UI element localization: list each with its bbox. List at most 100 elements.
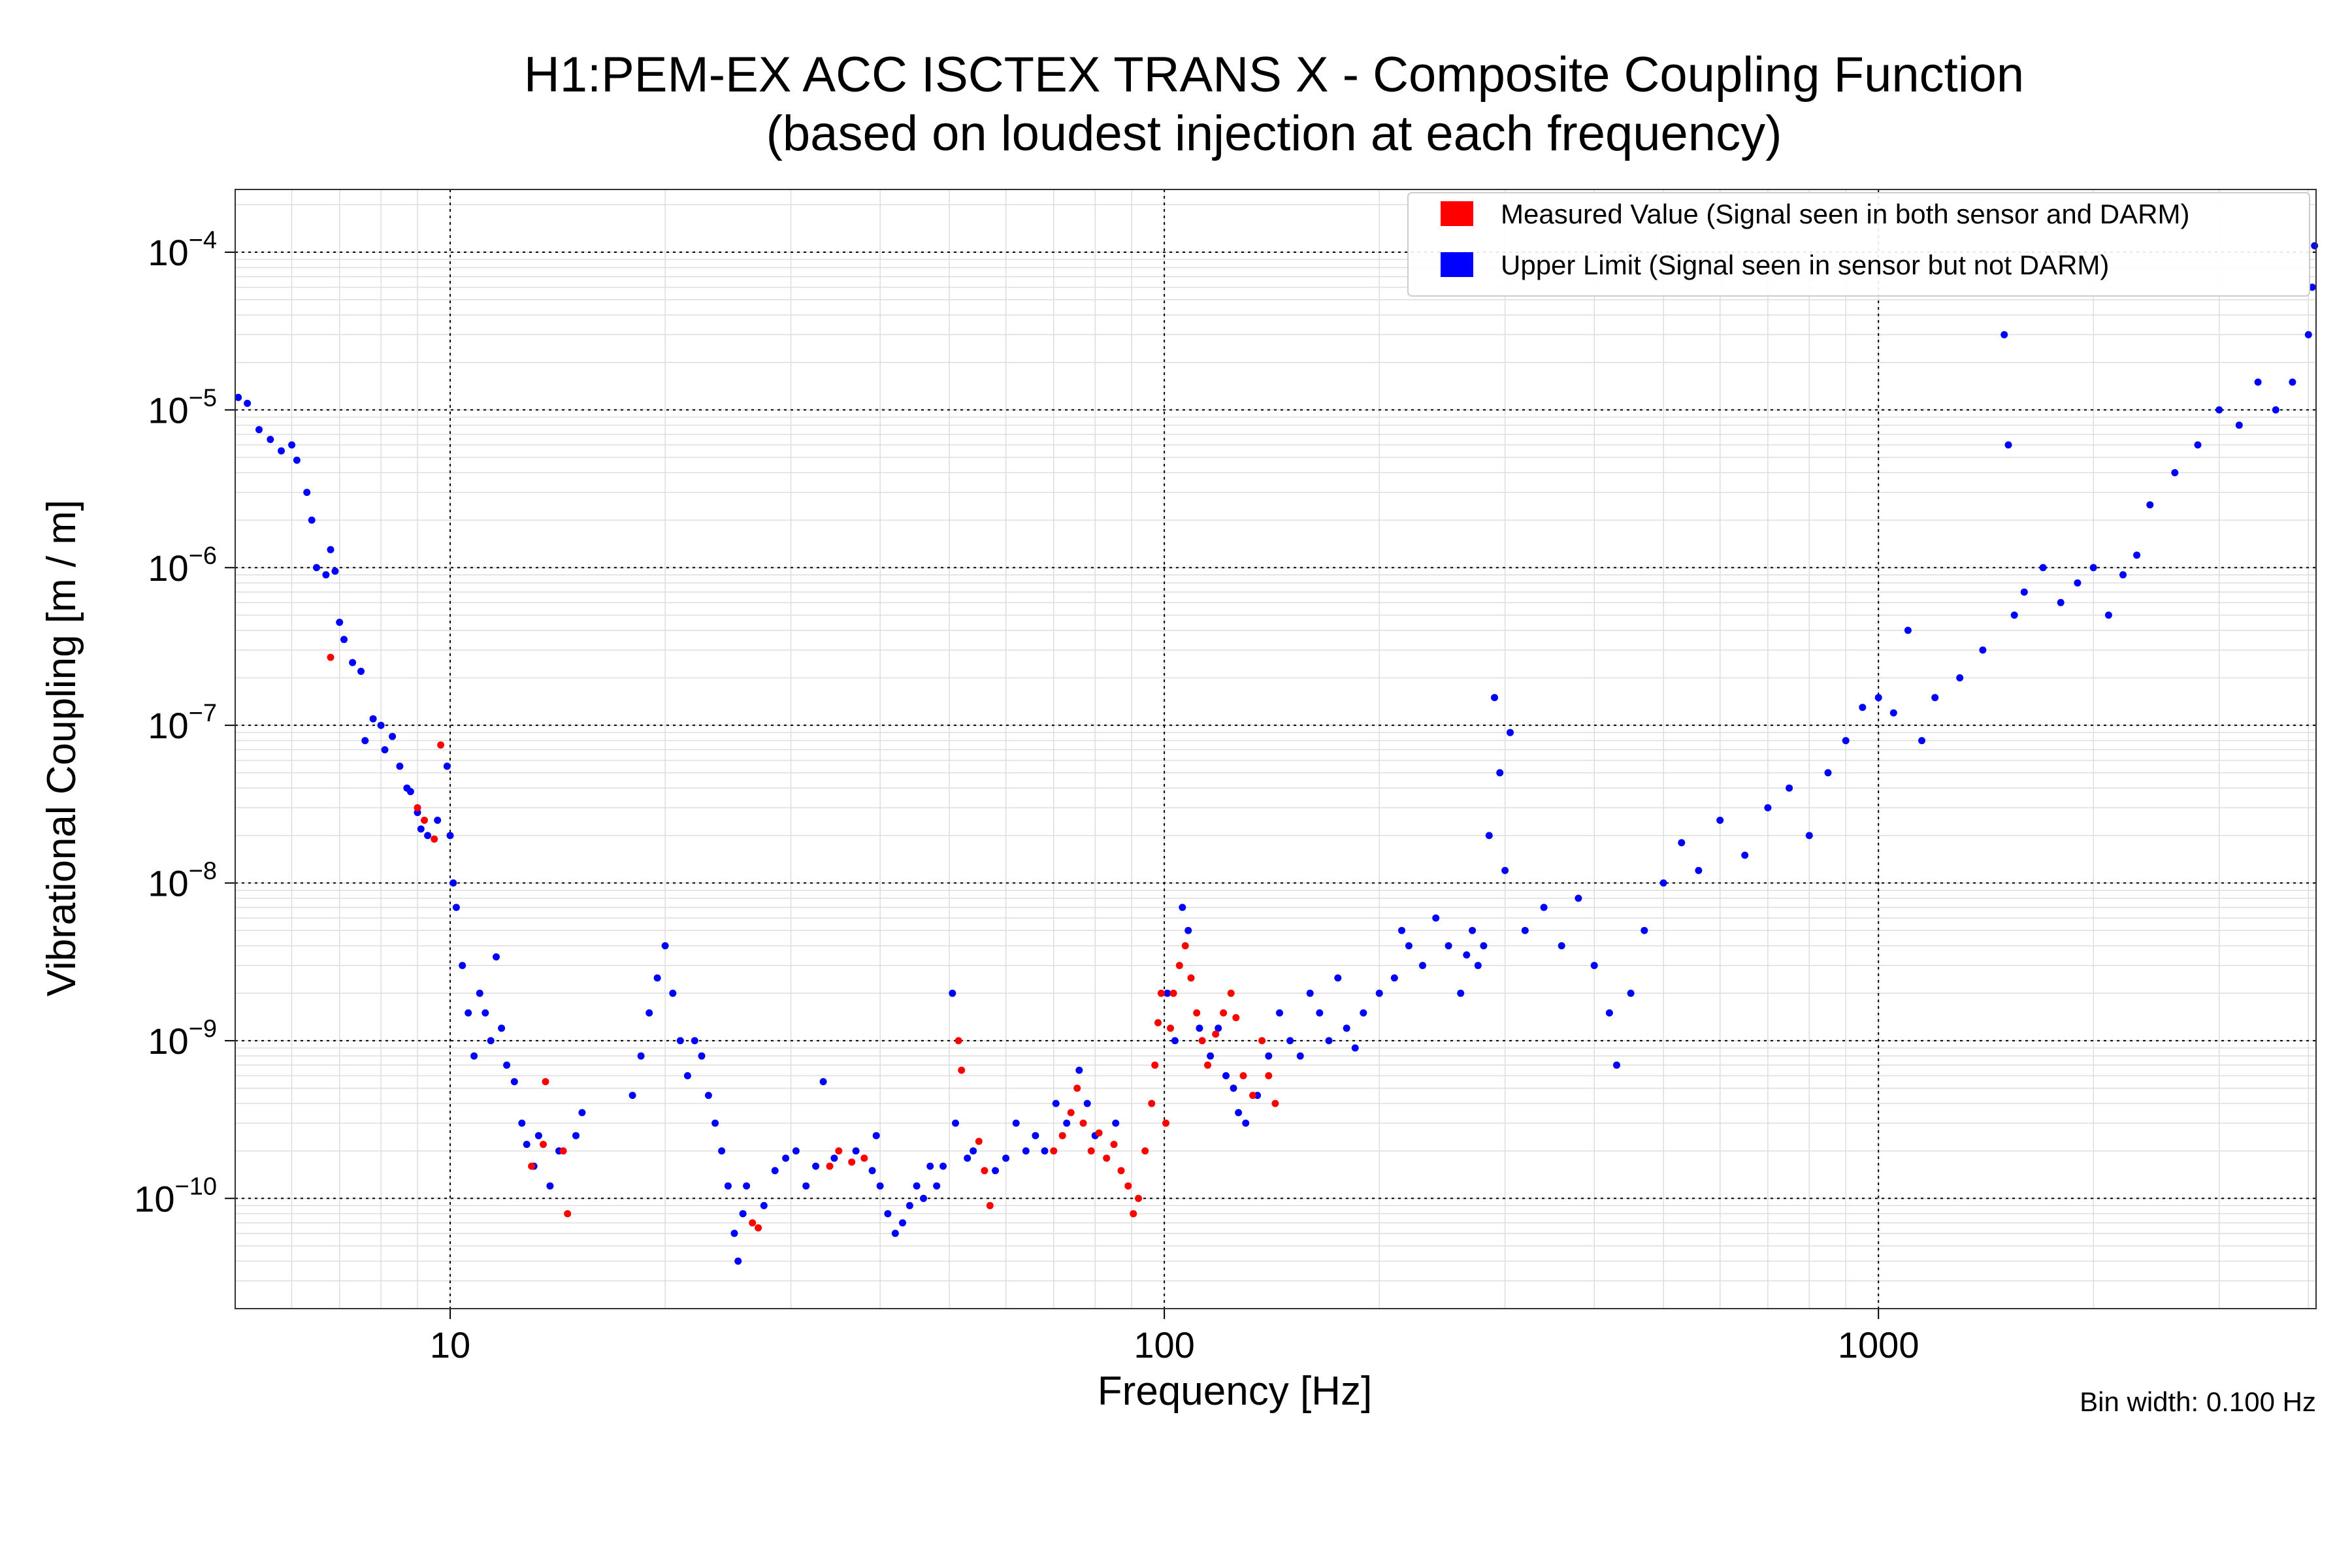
upper-limit-point bbox=[653, 974, 661, 982]
upper-limit-point bbox=[546, 1182, 554, 1190]
upper-limit-point bbox=[465, 1009, 472, 1017]
upper-limit-point bbox=[278, 447, 285, 455]
upper-limit-point bbox=[1491, 694, 1498, 702]
measured-point bbox=[848, 1158, 856, 1166]
upper-limit-point bbox=[1390, 974, 1398, 982]
upper-limit-point bbox=[933, 1182, 941, 1190]
measured-point bbox=[1175, 962, 1183, 970]
measured-point bbox=[981, 1167, 988, 1175]
upper-limit-point bbox=[406, 788, 414, 796]
upper-limit-point bbox=[327, 546, 335, 553]
measured-point bbox=[1087, 1147, 1095, 1155]
measured-point bbox=[1135, 1194, 1142, 1202]
legend-swatch-measured bbox=[1441, 201, 1473, 226]
upper-limit-point bbox=[293, 456, 301, 464]
measured-point bbox=[1212, 1030, 1220, 1038]
upper-limit-point bbox=[255, 426, 263, 434]
measured-point bbox=[1193, 1009, 1201, 1017]
upper-limit-point bbox=[2001, 331, 2008, 338]
upper-limit-point bbox=[1032, 1132, 1039, 1139]
measured-point bbox=[1198, 1037, 1206, 1045]
measured-point bbox=[755, 1224, 762, 1232]
legend-label-upper-limit: Upper Limit (Signal seen in sensor but n… bbox=[1501, 250, 2109, 280]
upper-limit-point bbox=[802, 1182, 810, 1190]
upper-limit-point bbox=[1184, 926, 1192, 934]
upper-limit-point bbox=[1306, 989, 1314, 997]
upper-limit-point bbox=[523, 1141, 531, 1149]
upper-limit-point bbox=[2104, 612, 2112, 619]
measured-point bbox=[1110, 1141, 1118, 1149]
upper-limit-point bbox=[1627, 989, 1635, 997]
measured-point bbox=[1167, 1024, 1174, 1032]
upper-limit-point bbox=[2311, 242, 2319, 250]
upper-limit-point bbox=[1207, 1052, 1215, 1060]
upper-limit-point bbox=[396, 762, 404, 770]
measured-point bbox=[1187, 974, 1195, 982]
upper-limit-point bbox=[1678, 839, 1686, 847]
upper-limit-point bbox=[1012, 1119, 1020, 1127]
upper-limit-point bbox=[852, 1147, 860, 1155]
upper-limit-point bbox=[792, 1147, 800, 1155]
measured-point bbox=[437, 741, 445, 749]
upper-limit-point bbox=[1230, 1085, 1237, 1092]
upper-limit-point bbox=[1445, 942, 1452, 950]
upper-limit-point bbox=[1432, 914, 1440, 922]
upper-limit-point bbox=[498, 1024, 506, 1032]
upper-limit-point bbox=[669, 989, 677, 997]
upper-limit-point bbox=[244, 399, 252, 407]
upper-limit-point bbox=[2089, 564, 2097, 572]
measured-point bbox=[1157, 989, 1165, 997]
upper-limit-point bbox=[1286, 1037, 1294, 1045]
upper-limit-point bbox=[1501, 866, 1509, 874]
upper-limit-point bbox=[1842, 737, 1850, 745]
upper-limit-point bbox=[1457, 989, 1465, 997]
x-tick-label: 100 bbox=[1134, 1324, 1194, 1365]
upper-limit-point bbox=[303, 489, 311, 497]
upper-limit-point bbox=[470, 1052, 478, 1060]
upper-limit-point bbox=[2133, 551, 2141, 559]
upper-limit-point bbox=[322, 571, 330, 579]
upper-limit-point bbox=[2020, 588, 2028, 596]
upper-limit-point bbox=[1474, 962, 1482, 970]
measured-point bbox=[860, 1154, 868, 1162]
upper-limit-point bbox=[443, 762, 451, 770]
upper-limit-point bbox=[349, 659, 357, 666]
axis-ticks: 10 100 1000 10−10 10−9 10−8 10−7 10−6 10−5 10−4 bbox=[134, 227, 1919, 1365]
upper-limit-point bbox=[1904, 627, 1912, 634]
upper-limit-point bbox=[1613, 1061, 1620, 1069]
measured-point bbox=[1073, 1085, 1081, 1092]
upper-limit-point bbox=[2119, 571, 2127, 579]
measured-point bbox=[975, 1137, 983, 1145]
measured-point bbox=[1124, 1182, 1132, 1190]
x-tick-label: 1000 bbox=[1838, 1324, 1919, 1365]
upper-limit-point bbox=[771, 1167, 779, 1175]
upper-limit-point bbox=[1360, 1009, 1367, 1017]
upper-limit-point bbox=[446, 832, 454, 840]
measured-point bbox=[986, 1201, 994, 1209]
upper-limit-point bbox=[724, 1182, 732, 1190]
upper-limit-point bbox=[1956, 674, 1964, 681]
measured-point bbox=[559, 1147, 567, 1155]
measured-point bbox=[1151, 1061, 1159, 1069]
upper-limit-point bbox=[970, 1147, 977, 1155]
upper-limit-point bbox=[459, 962, 466, 970]
measured-point bbox=[1232, 1014, 1240, 1022]
upper-limit-point bbox=[2289, 378, 2296, 386]
upper-limit-point bbox=[1480, 942, 1488, 950]
measured-point bbox=[1162, 1119, 1169, 1127]
upper-limit-point bbox=[369, 715, 377, 723]
upper-limit-point bbox=[1741, 851, 1749, 859]
measured-point bbox=[1058, 1132, 1066, 1139]
measured-point bbox=[1227, 989, 1235, 997]
measured-point bbox=[1095, 1129, 1103, 1137]
measured-point bbox=[835, 1147, 843, 1155]
y-tick-label: 10−10 bbox=[134, 1173, 217, 1219]
upper-limit-point bbox=[1419, 962, 1426, 970]
upper-limit-point bbox=[1215, 1024, 1222, 1032]
upper-limit-point bbox=[1496, 769, 1504, 777]
upper-limit-point bbox=[1265, 1052, 1273, 1060]
upper-limit-point bbox=[1164, 989, 1171, 997]
upper-limit-point bbox=[1235, 1109, 1243, 1117]
upper-limit-point bbox=[2272, 406, 2279, 414]
